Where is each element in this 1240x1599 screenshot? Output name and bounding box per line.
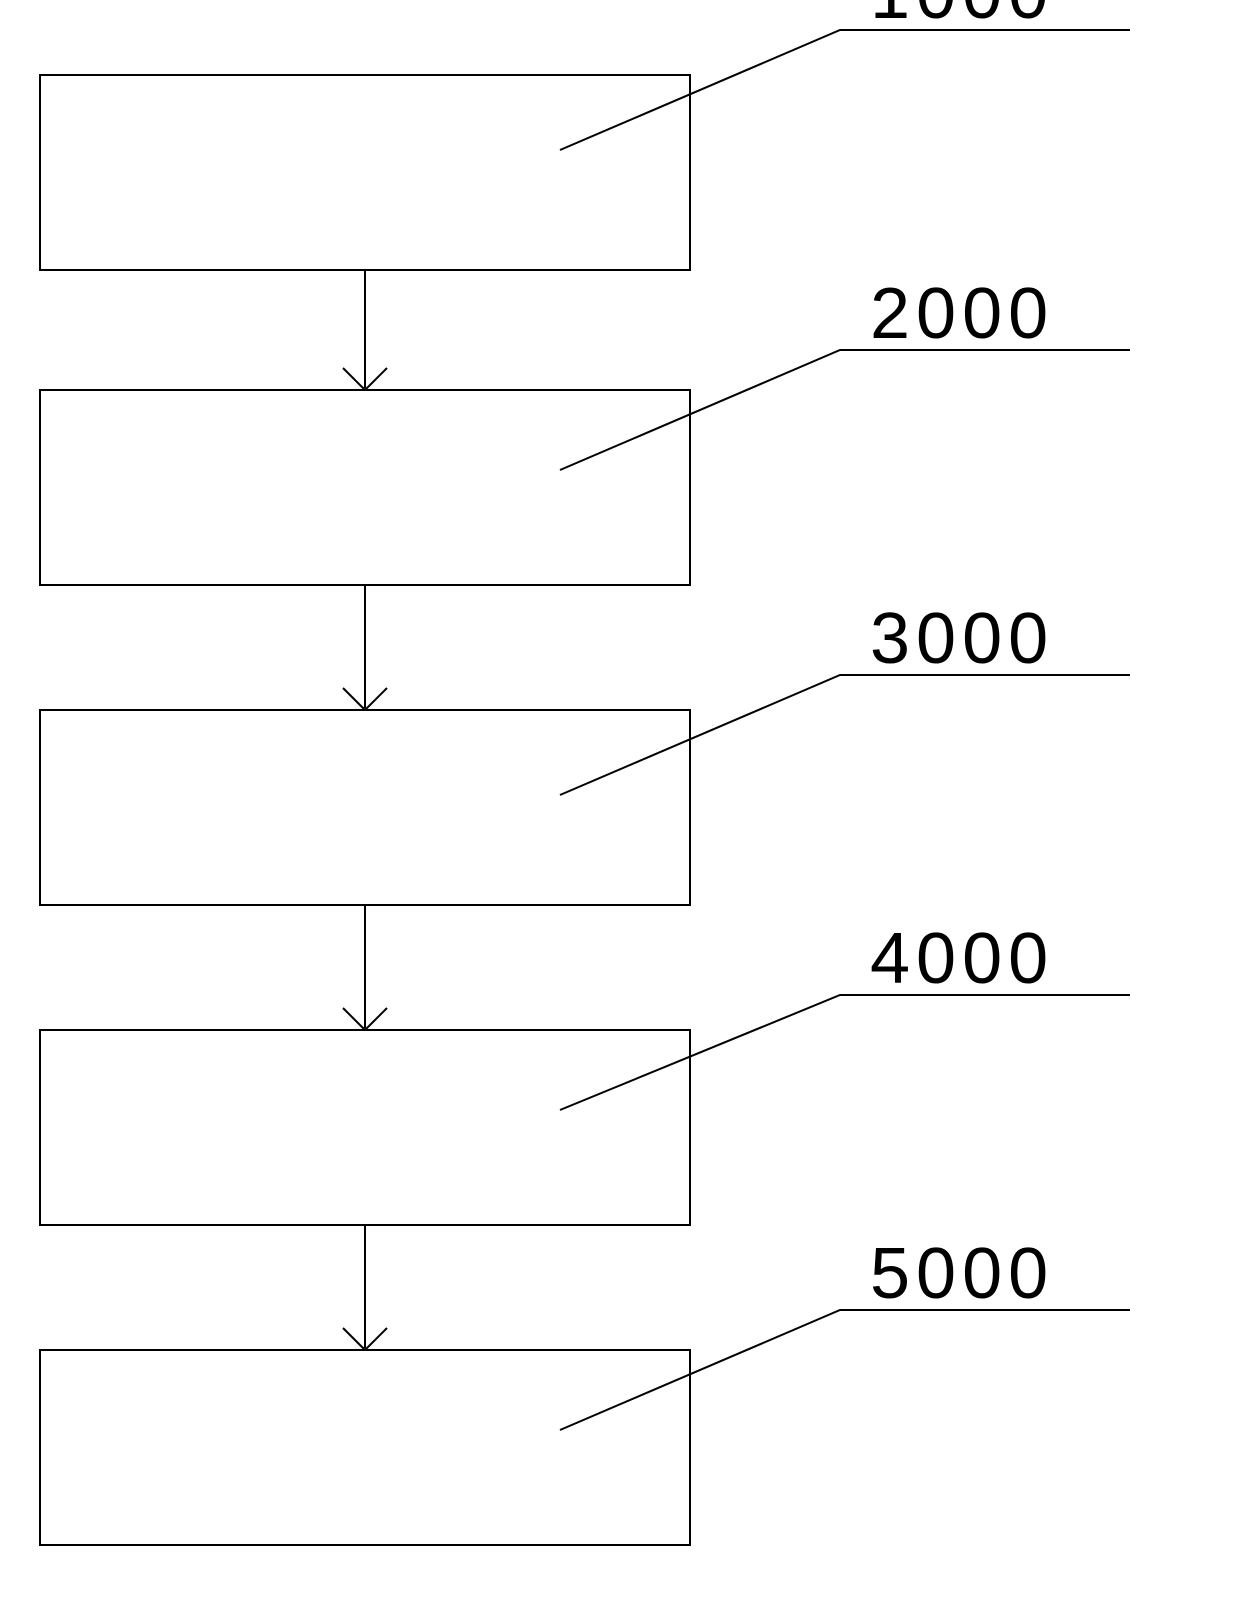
callout-label-4: 4000 [870, 919, 1054, 999]
callout-label-3: 3000 [870, 599, 1054, 679]
flow-arrow-head-r-2 [365, 688, 387, 710]
flow-arrow-head-l-1 [343, 368, 365, 390]
flow-arrow-head-l-3 [343, 1008, 365, 1030]
callout-leader-4 [560, 995, 1130, 1110]
callout-label-5: 5000 [870, 1234, 1054, 1314]
flow-box-4 [40, 1030, 690, 1225]
flow-arrow-head-r-1 [365, 368, 387, 390]
callout-leader-2 [560, 350, 1130, 470]
flow-box-5 [40, 1350, 690, 1545]
callout-leader-3 [560, 675, 1130, 795]
flowchart-canvas: 1000 2000 3000 4000 5000 [0, 0, 1240, 1599]
flow-arrow-head-r-3 [365, 1008, 387, 1030]
flow-box-3 [40, 710, 690, 905]
flow-arrow-head-r-4 [365, 1328, 387, 1350]
callout-label-1: 1000 [870, 0, 1054, 34]
callout-leader-1 [560, 30, 1130, 150]
flow-arrow-head-l-2 [343, 688, 365, 710]
callout-leader-5 [560, 1310, 1130, 1430]
callout-label-2: 2000 [870, 274, 1054, 354]
flow-box-1 [40, 75, 690, 270]
flow-arrow-head-l-4 [343, 1328, 365, 1350]
flow-box-2 [40, 390, 690, 585]
